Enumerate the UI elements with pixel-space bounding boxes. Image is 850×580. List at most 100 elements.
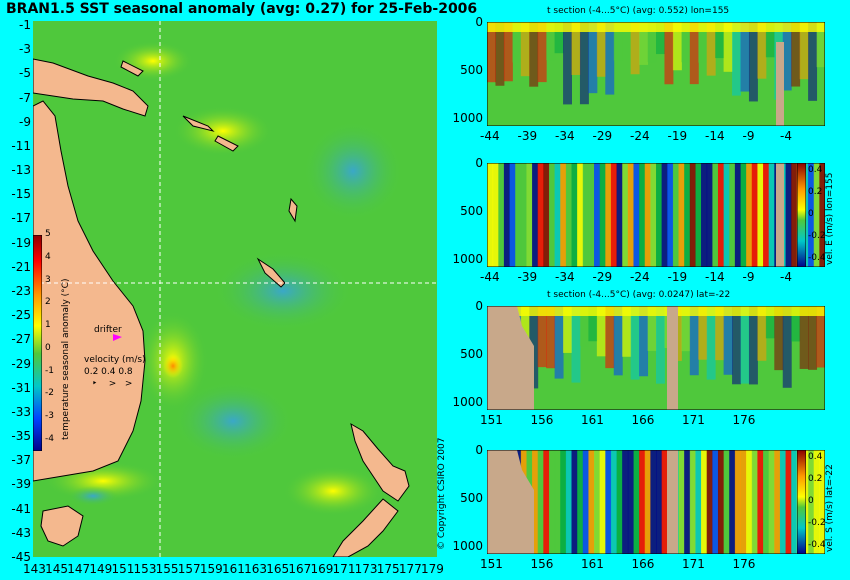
- latitude-tick-label: -35: [11, 429, 31, 444]
- depth-tick-label: 1000: [452, 539, 483, 553]
- latitude-tick-label: -41: [11, 501, 31, 516]
- velocity-colorbar-tick: 0.2: [808, 187, 823, 197]
- longitude-tick-label: 153: [133, 562, 157, 576]
- section-x-tick-label: -24: [630, 270, 650, 284]
- depth-tick-label: 500: [460, 204, 483, 218]
- longitude-tick-label: 161: [222, 562, 245, 576]
- velocity-legend-arrows: ‣ > >: [92, 379, 133, 389]
- velocity-colorbar-tick: -0.4: [808, 540, 826, 550]
- section-x-tick-label: 151: [480, 413, 503, 427]
- depth-tick-label: 1000: [452, 111, 483, 125]
- latitude-tick-label: -37: [11, 453, 31, 468]
- section-x-tick-label: -9: [742, 270, 755, 284]
- longitude-tick-label: 145: [45, 562, 69, 576]
- latitude-tick-label: -29: [11, 356, 31, 371]
- depth-tick-label: 0: [475, 299, 483, 313]
- section-x-tick-label: 161: [581, 413, 604, 427]
- longitude-tick-label: 151: [111, 562, 135, 576]
- new-caledonia-landmass: [256, 257, 286, 288]
- section-title: t section (-4...5°C) (avg: 0.0247) lat=-…: [547, 290, 731, 300]
- longitude-tick-label: 155: [155, 562, 179, 576]
- depth-tick-label: 500: [460, 63, 483, 77]
- section-x-tick-label: 171: [682, 557, 705, 571]
- velocity-legend-values: 0.2 0.4 0.8: [84, 367, 133, 377]
- vanuatu-island: [288, 197, 298, 223]
- map-colorbar-tick: 1: [45, 320, 51, 331]
- map-colorbar-tick: 3: [45, 274, 51, 285]
- map-colorbar-tick: 4: [45, 251, 51, 262]
- map-colorbar-tick: 2: [45, 297, 51, 308]
- section-x-tick-label: -9: [742, 129, 755, 143]
- longitude-tick-label: 163: [244, 562, 268, 576]
- cool-anomaly-patch: [303, 121, 403, 221]
- velocity-colorbar-tick: -0.2: [808, 518, 826, 528]
- velocity-colorbar: [797, 163, 806, 267]
- latitude-tick-label: -19: [11, 235, 31, 250]
- latitude-tick-label: -1: [19, 18, 31, 32]
- section-x-tick-label: -34: [555, 270, 575, 284]
- tasmania-landmass: [40, 505, 84, 547]
- depth-tick-label: 500: [460, 347, 483, 361]
- latitude-tick-label: -5: [19, 66, 31, 81]
- section-x-tick-label: -29: [592, 270, 613, 284]
- new-guinea-landmass: [33, 58, 149, 117]
- section-x-tick-label: 166: [631, 557, 655, 571]
- velocity-colorbar-tick: 0.2: [808, 474, 823, 484]
- longitude-tick-label: 169: [310, 562, 334, 576]
- section-x-tick-label: -44: [480, 129, 500, 143]
- section-plot[interactable]: [487, 22, 825, 126]
- section-plot[interactable]: [487, 306, 825, 410]
- map-colorbar-tick: -2: [45, 388, 54, 399]
- velocity-colorbar-tick: 0.4: [808, 165, 823, 175]
- section-x-tick-label: -4: [780, 270, 792, 284]
- section-x-tick-label: -44: [480, 270, 500, 284]
- section-x-tick-label: 176: [732, 557, 756, 571]
- new-zealand-south-island: [332, 498, 399, 557]
- warm-anomaly-patch: [283, 466, 383, 516]
- latitude-tick-label: -9: [19, 114, 31, 129]
- new-zealand-north-island: [350, 422, 410, 502]
- section-x-tick-label: 156: [530, 557, 554, 571]
- section-x-tick-label: -24: [630, 129, 650, 143]
- map-colorbar-tick: -1: [45, 365, 54, 376]
- map-title: BRAN1.5 SST seasonal anomaly (avg: 0.27)…: [6, 1, 478, 17]
- latitude-tick-label: -25: [11, 308, 31, 323]
- latitude-tick-label: -27: [11, 332, 31, 347]
- section-x-tick-label: -34: [555, 129, 575, 143]
- depth-tick-label: 1000: [452, 395, 483, 409]
- section-plot[interactable]: [487, 163, 825, 267]
- longitude-tick-label: 157: [177, 562, 201, 576]
- longitude-tick-label: 147: [67, 562, 91, 576]
- latitude-tick-label: -45: [11, 550, 31, 564]
- solomon-island: [214, 135, 239, 152]
- section-x-tick-label: -29: [592, 129, 613, 143]
- bismarck-island: [120, 60, 144, 77]
- section-x-tick-label: -14: [705, 270, 725, 284]
- section-x-tick-label: 166: [631, 413, 655, 427]
- longitude-tick-label: 179: [421, 562, 444, 576]
- map-colorbar: [33, 235, 42, 451]
- cool-anomaly-patch: [213, 251, 353, 331]
- latitude-tick-label: -33: [11, 404, 31, 419]
- map-colorbar-tick: -4: [45, 434, 54, 444]
- velocity-colorbar: [797, 450, 806, 554]
- velocity-colorbar-tick: -0.4: [808, 253, 826, 263]
- longitude-tick-label: 173: [354, 562, 378, 576]
- latitude-tick-label: -13: [11, 163, 31, 178]
- sst-map[interactable]: [33, 21, 437, 557]
- map-colorbar-tick: 5: [45, 229, 51, 239]
- warm-anomaly-patch: [173, 106, 273, 156]
- longitude-tick-label: 175: [376, 562, 400, 576]
- latitude-tick-label: -11: [11, 138, 31, 153]
- warm-anomaly-patch: [113, 41, 193, 81]
- longitude-tick-label: 143: [23, 562, 46, 576]
- latitude-tick-label: -21: [11, 259, 31, 274]
- latitude-tick-label: -17: [11, 211, 31, 226]
- section-x-tick-label: 161: [581, 557, 604, 571]
- depth-tick-label: 500: [460, 491, 483, 505]
- section-x-tick-label: 151: [480, 557, 503, 571]
- section-plot[interactable]: [487, 450, 825, 554]
- solomon-island: [182, 115, 215, 132]
- longitude-tick-label: 159: [199, 562, 223, 576]
- map-colorbar-tick: -3: [45, 411, 54, 422]
